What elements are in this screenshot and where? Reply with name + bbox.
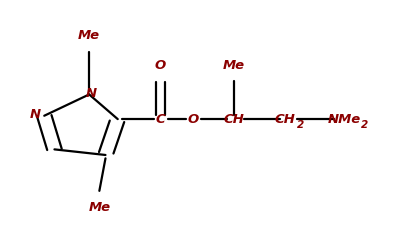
Text: 2: 2 bbox=[361, 120, 368, 130]
Text: Me: Me bbox=[223, 59, 245, 72]
Text: Me: Me bbox=[88, 201, 111, 214]
Text: N: N bbox=[30, 108, 41, 121]
Text: CH: CH bbox=[224, 113, 245, 126]
Text: C: C bbox=[156, 113, 166, 126]
Text: O: O bbox=[188, 113, 199, 126]
Text: CH: CH bbox=[275, 113, 296, 126]
Text: NMe: NMe bbox=[328, 113, 361, 126]
Text: Me: Me bbox=[78, 29, 100, 42]
Text: O: O bbox=[155, 59, 166, 72]
Text: N: N bbox=[85, 87, 97, 100]
Text: 2: 2 bbox=[297, 120, 304, 130]
